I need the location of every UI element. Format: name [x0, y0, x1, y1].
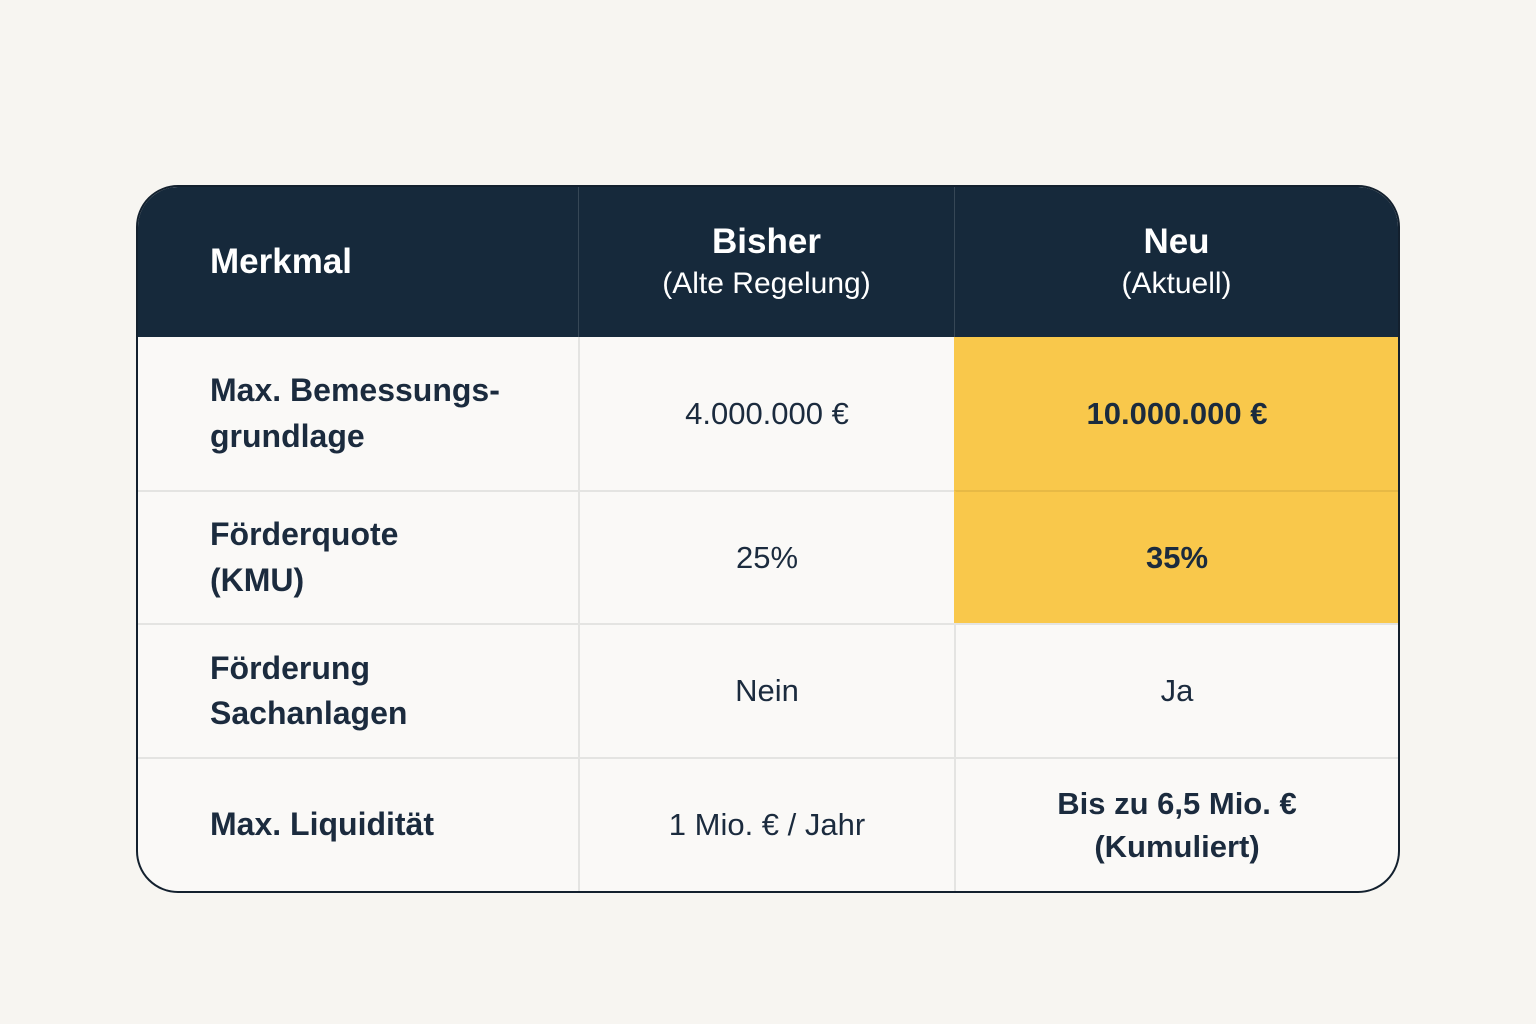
old-value-sachanlagen: Nein: [578, 623, 954, 757]
header-cell-merkmal: Merkmal: [138, 187, 578, 337]
header-cell-bisher: Bisher (Alte Regelung): [578, 187, 954, 337]
old-value-bemessungsgrundlage: 4.000.000 €: [578, 337, 954, 490]
row-label-bemessungsgrundlage: Max. Bemessungs- grundlage: [210, 372, 500, 454]
new-value-liquiditaet: Bis zu 6,5 Mio. € (Kumuliert): [954, 757, 1398, 891]
header-sublabel-aktuell: (Aktuell): [1121, 266, 1232, 300]
new-value-sachanlagen: Ja: [954, 623, 1398, 757]
old-value-liquiditaet: 1 Mio. € / Jahr: [578, 757, 954, 891]
header-label-bisher: Bisher: [712, 221, 821, 261]
new-value-foerderquote: 35%: [954, 490, 1398, 623]
row-label-sachanlagen: Förderung Sachanlagen: [138, 623, 578, 757]
header-cell-neu: Neu (Aktuell): [954, 187, 1398, 337]
header-sublabel-alte-regelung: (Alte Regelung): [662, 266, 871, 300]
row-label-liquiditaet: Max. Liquidität: [138, 757, 578, 891]
comparison-table: Merkmal Bisher (Alte Regelung) Neu (Aktu…: [136, 185, 1400, 893]
header-label-neu: Neu: [1143, 221, 1210, 261]
header-label-merkmal: Merkmal: [210, 242, 353, 282]
old-value-foerderquote: 25%: [578, 490, 954, 623]
row-label-foerderquote: Förderquote (KMU): [138, 490, 578, 623]
new-value-bemessungsgrundlage: 10.000.000 €: [954, 337, 1398, 490]
